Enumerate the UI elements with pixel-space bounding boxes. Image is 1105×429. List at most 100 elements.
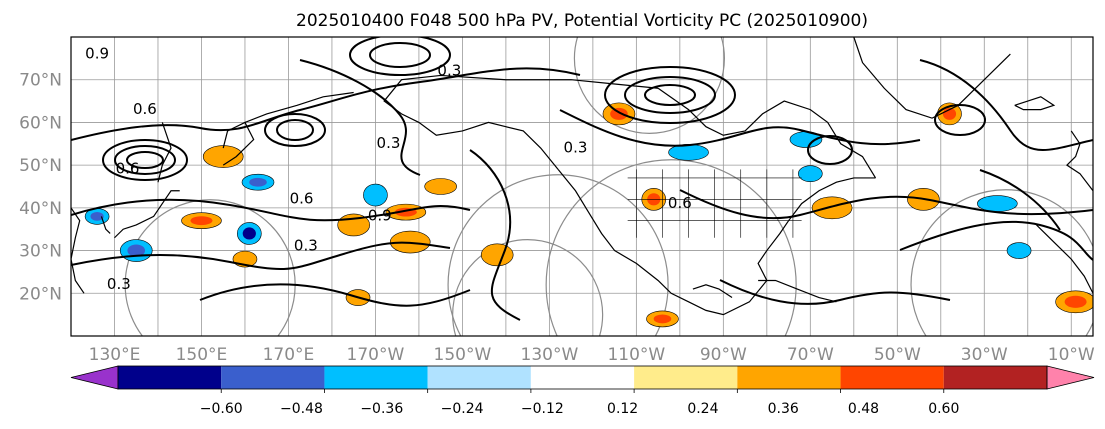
colorbar-segment bbox=[427, 366, 531, 389]
anomaly-core bbox=[1012, 246, 1026, 255]
coastline bbox=[222, 121, 255, 166]
anomaly-core bbox=[368, 188, 383, 202]
lon-tick-label: 130°E bbox=[89, 345, 141, 365]
pv-contour bbox=[71, 67, 581, 141]
colorbar-tick-label: 0.48 bbox=[848, 401, 879, 417]
anomaly-core bbox=[90, 212, 104, 221]
pv-contour-ring bbox=[624, 76, 716, 114]
coastline bbox=[1014, 96, 1056, 111]
range-circle bbox=[910, 189, 1093, 336]
coastline bbox=[1036, 224, 1093, 294]
anomaly-core bbox=[653, 314, 672, 324]
colorbar-frame bbox=[117, 365, 1048, 390]
lon-tick-label: 50°W bbox=[874, 345, 921, 365]
range-circle bbox=[573, 37, 725, 134]
pv-contour-ring bbox=[934, 104, 986, 136]
range-circle bbox=[452, 239, 604, 336]
coastlines bbox=[71, 37, 1093, 316]
colorbar-tick-label: 0.60 bbox=[928, 401, 959, 417]
contour-label: 0.3 bbox=[107, 275, 131, 293]
lon-tick-label: 170°W bbox=[347, 345, 405, 365]
pv-contour bbox=[979, 169, 1061, 231]
anomaly-core bbox=[249, 177, 267, 187]
colorbar-tick-label: 0.24 bbox=[687, 401, 718, 417]
contour-label: 0.9 bbox=[85, 44, 109, 62]
anomaly-core bbox=[190, 216, 213, 226]
colorbar-segment bbox=[737, 366, 841, 389]
coastline bbox=[557, 169, 876, 316]
coastline bbox=[114, 190, 180, 239]
lon-tick-label: 150°E bbox=[176, 345, 228, 365]
pv-contour bbox=[679, 189, 1093, 220]
colorbar-tick-label: 0.36 bbox=[768, 401, 799, 417]
range-circle bbox=[545, 159, 797, 336]
contour-label: 0.3 bbox=[294, 237, 318, 255]
anomaly-core bbox=[344, 218, 363, 231]
anomaly-core bbox=[677, 147, 700, 157]
map-background bbox=[71, 37, 1093, 336]
lat-tick-label: 70°N bbox=[19, 71, 62, 91]
contour-label: 0.3 bbox=[564, 138, 588, 156]
colorbar-segment bbox=[634, 366, 738, 389]
pv-contour-ring bbox=[276, 119, 314, 141]
pv-anomaly-fills bbox=[84, 102, 1093, 328]
pv-contour bbox=[71, 198, 471, 222]
colorbar-segment bbox=[221, 366, 325, 389]
lon-tick-label: 150°W bbox=[434, 345, 492, 365]
anomaly-core bbox=[803, 169, 817, 179]
contour-labels: 0.3 0.3 0.6 0.6 0.3 0.3 0.3 0.6 0.9 0.6 0.9 bbox=[85, 44, 692, 293]
pv-contour bbox=[71, 241, 451, 270]
pv-contour bbox=[559, 109, 921, 147]
lon-tick-label: 170°E bbox=[263, 345, 315, 365]
contour-label: 0.3 bbox=[437, 61, 461, 79]
longitude-labels: 130°E 150°E 170°E 170°W 150°W 130°W 110°W 90°W 7… bbox=[89, 345, 1095, 365]
anomaly-core bbox=[399, 235, 422, 249]
lat-tick-label: 30°N bbox=[19, 242, 62, 262]
colorbar-tick-label: −0.60 bbox=[200, 401, 243, 417]
pv-contour-ring bbox=[604, 66, 736, 124]
lat-tick-label: 20°N bbox=[19, 284, 62, 304]
pv-contour-ring bbox=[126, 151, 164, 169]
colorbar-segment bbox=[324, 366, 428, 389]
coastline bbox=[71, 207, 85, 294]
coastline bbox=[383, 74, 659, 170]
anomaly-core bbox=[212, 150, 235, 163]
lat-tick-label: 60°N bbox=[19, 113, 62, 133]
anomaly-core bbox=[238, 254, 252, 264]
colorbar-tick-label: −0.24 bbox=[441, 401, 484, 417]
pv-contour bbox=[469, 149, 521, 321]
anomaly-core bbox=[431, 182, 450, 191]
coastline bbox=[157, 122, 172, 183]
lat-tick-label: 40°N bbox=[19, 199, 62, 219]
colorbar-tick-label: −0.12 bbox=[521, 401, 564, 417]
pv-contour-ring bbox=[807, 135, 853, 165]
coastline bbox=[244, 91, 354, 123]
colorbar-segment bbox=[118, 366, 222, 389]
lon-tick-label: 90°W bbox=[700, 345, 747, 365]
colorbar-segment bbox=[840, 366, 944, 389]
contour-label: 0.6 bbox=[116, 160, 140, 178]
pv-contour bbox=[899, 220, 1093, 261]
pv-contour bbox=[919, 59, 1093, 151]
colorbar-segment bbox=[530, 366, 635, 389]
colorbar-tick-label: −0.36 bbox=[360, 401, 403, 417]
contour-label: 0.6 bbox=[133, 100, 157, 118]
pv-contour bbox=[299, 59, 421, 176]
colorbar: −0.60 −0.48 −0.36 −0.24 −0.12 0.12 0.24 0.36 0.4… bbox=[70, 365, 1095, 417]
contour-label: 0.6 bbox=[668, 194, 692, 212]
coastline bbox=[692, 284, 733, 299]
pv-contour-ring bbox=[644, 84, 696, 106]
colorbar-extend-high bbox=[1046, 365, 1095, 390]
lon-tick-label: 70°W bbox=[787, 345, 834, 365]
pv-contour-ring bbox=[349, 37, 451, 76]
pv-contour-ring bbox=[369, 42, 431, 68]
anomaly-core bbox=[127, 244, 146, 257]
contour-label: 0.3 bbox=[377, 134, 401, 152]
coastline bbox=[657, 87, 877, 179]
anomaly-core bbox=[1064, 295, 1087, 308]
contour-label: 0.6 bbox=[290, 190, 314, 208]
lon-tick-label: 130°W bbox=[521, 345, 579, 365]
coastline bbox=[853, 37, 1011, 119]
latitude-labels: 20°N 30°N 40°N 50°N 60°N 70°N bbox=[19, 71, 62, 305]
